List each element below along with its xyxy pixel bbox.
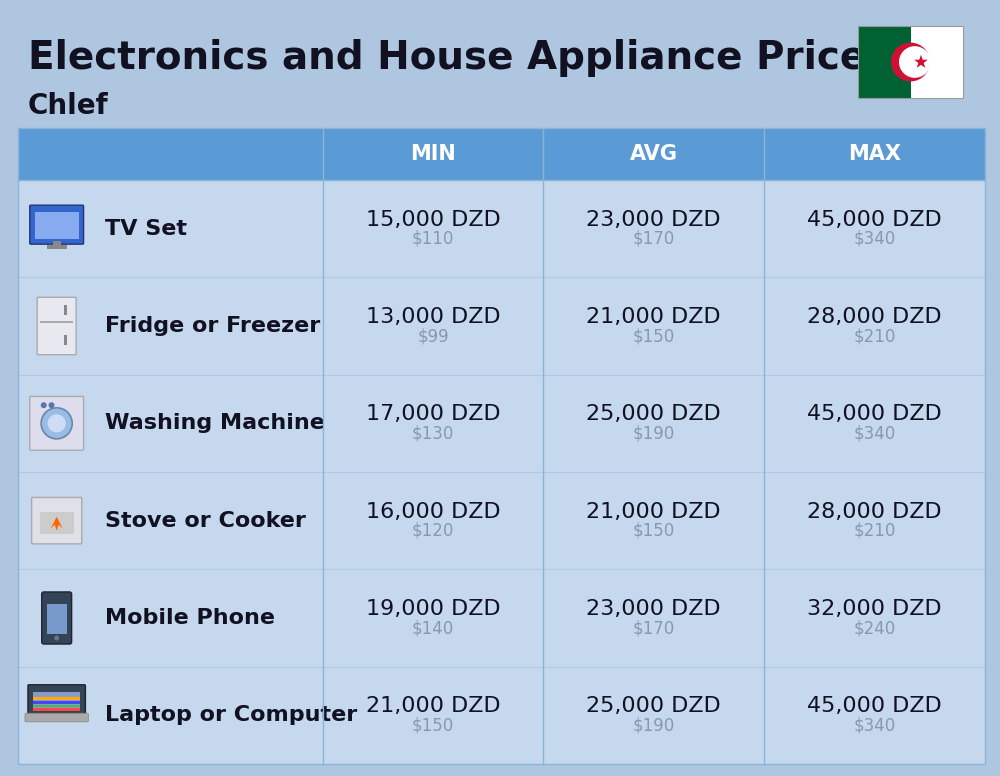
Bar	[64, 305, 67, 315]
Text: MIN: MIN	[410, 144, 456, 164]
Text: Mobile Phone: Mobile Phone	[105, 608, 275, 628]
Text: $150: $150	[633, 327, 675, 345]
Bar	[47, 245, 67, 249]
Bar	[764, 128, 985, 180]
Bar	[543, 128, 764, 180]
Bar	[323, 128, 543, 180]
Text: 16,000 DZD: 16,000 DZD	[366, 501, 500, 521]
Bar	[18, 128, 985, 764]
Text: $140: $140	[412, 619, 454, 637]
Text: Electronics and House Appliance Prices: Electronics and House Appliance Prices	[28, 39, 889, 77]
Text: $99: $99	[417, 327, 449, 345]
FancyBboxPatch shape	[37, 297, 76, 355]
Text: $190: $190	[633, 716, 675, 734]
Bar	[53, 241, 61, 246]
Text: $170: $170	[633, 230, 675, 248]
FancyBboxPatch shape	[30, 397, 84, 450]
Bar	[18, 667, 985, 764]
Bar	[64, 335, 67, 345]
Bar	[33, 701, 80, 704]
Text: 23,000 DZD: 23,000 DZD	[586, 210, 721, 230]
Bar	[910, 26, 963, 98]
FancyBboxPatch shape	[42, 592, 72, 644]
Circle shape	[899, 46, 931, 78]
Text: 25,000 DZD: 25,000 DZD	[586, 696, 721, 716]
Bar	[40, 512, 74, 534]
Circle shape	[49, 402, 55, 408]
Text: $340: $340	[853, 424, 896, 442]
Text: MAX: MAX	[848, 144, 901, 164]
Text: $150: $150	[412, 716, 454, 734]
Bar	[95, 128, 323, 180]
Text: $150: $150	[633, 521, 675, 539]
Text: 19,000 DZD: 19,000 DZD	[366, 599, 500, 619]
Bar	[18, 472, 985, 570]
Text: $130: $130	[412, 424, 454, 442]
Text: 25,000 DZD: 25,000 DZD	[586, 404, 721, 424]
Text: $340: $340	[853, 230, 896, 248]
Text: 45,000 DZD: 45,000 DZD	[807, 210, 942, 230]
FancyBboxPatch shape	[30, 205, 84, 244]
Text: Chlef: Chlef	[28, 92, 109, 120]
FancyBboxPatch shape	[28, 684, 85, 716]
Text: $210: $210	[853, 521, 896, 539]
Text: 21,000 DZD: 21,000 DZD	[586, 501, 721, 521]
FancyBboxPatch shape	[32, 497, 82, 544]
Bar	[33, 691, 80, 712]
Text: TV Set: TV Set	[105, 219, 187, 239]
Bar	[18, 570, 985, 667]
Bar	[18, 277, 985, 375]
Bar	[18, 375, 985, 472]
Text: 13,000 DZD: 13,000 DZD	[366, 307, 500, 327]
Bar	[47, 604, 67, 634]
Text: $170: $170	[633, 619, 675, 637]
Text: $120: $120	[412, 521, 454, 539]
Circle shape	[41, 402, 47, 408]
Circle shape	[48, 414, 66, 432]
Text: 21,000 DZD: 21,000 DZD	[586, 307, 721, 327]
Bar	[18, 128, 95, 180]
Text: 21,000 DZD: 21,000 DZD	[366, 696, 500, 716]
Text: 28,000 DZD: 28,000 DZD	[807, 501, 942, 521]
Polygon shape	[914, 55, 928, 68]
Text: 32,000 DZD: 32,000 DZD	[807, 599, 942, 619]
Circle shape	[54, 636, 59, 640]
FancyBboxPatch shape	[25, 713, 88, 722]
Text: 28,000 DZD: 28,000 DZD	[807, 307, 942, 327]
Bar	[35, 212, 79, 239]
Text: $190: $190	[633, 424, 675, 442]
Text: 45,000 DZD: 45,000 DZD	[807, 404, 942, 424]
Text: Fridge or Freezer: Fridge or Freezer	[105, 316, 321, 336]
Text: 17,000 DZD: 17,000 DZD	[366, 404, 500, 424]
Text: $210: $210	[853, 327, 896, 345]
Bar	[858, 26, 963, 98]
Bar	[33, 708, 80, 712]
Text: 23,000 DZD: 23,000 DZD	[586, 599, 721, 619]
Circle shape	[891, 43, 930, 81]
Circle shape	[41, 408, 72, 439]
Bar	[18, 180, 985, 277]
Polygon shape	[51, 517, 63, 531]
Text: 15,000 DZD: 15,000 DZD	[366, 210, 500, 230]
Bar	[858, 26, 910, 98]
Text: AVG: AVG	[630, 144, 678, 164]
Text: Laptop or Computer: Laptop or Computer	[105, 705, 358, 726]
Bar	[33, 705, 80, 708]
Text: $110: $110	[412, 230, 454, 248]
Text: $240: $240	[853, 619, 896, 637]
Bar	[40, 321, 73, 324]
Text: Washing Machine: Washing Machine	[105, 414, 325, 433]
Text: 45,000 DZD: 45,000 DZD	[807, 696, 942, 716]
Text: $340: $340	[853, 716, 896, 734]
Bar	[33, 697, 80, 700]
Text: Stove or Cooker: Stove or Cooker	[105, 511, 306, 531]
